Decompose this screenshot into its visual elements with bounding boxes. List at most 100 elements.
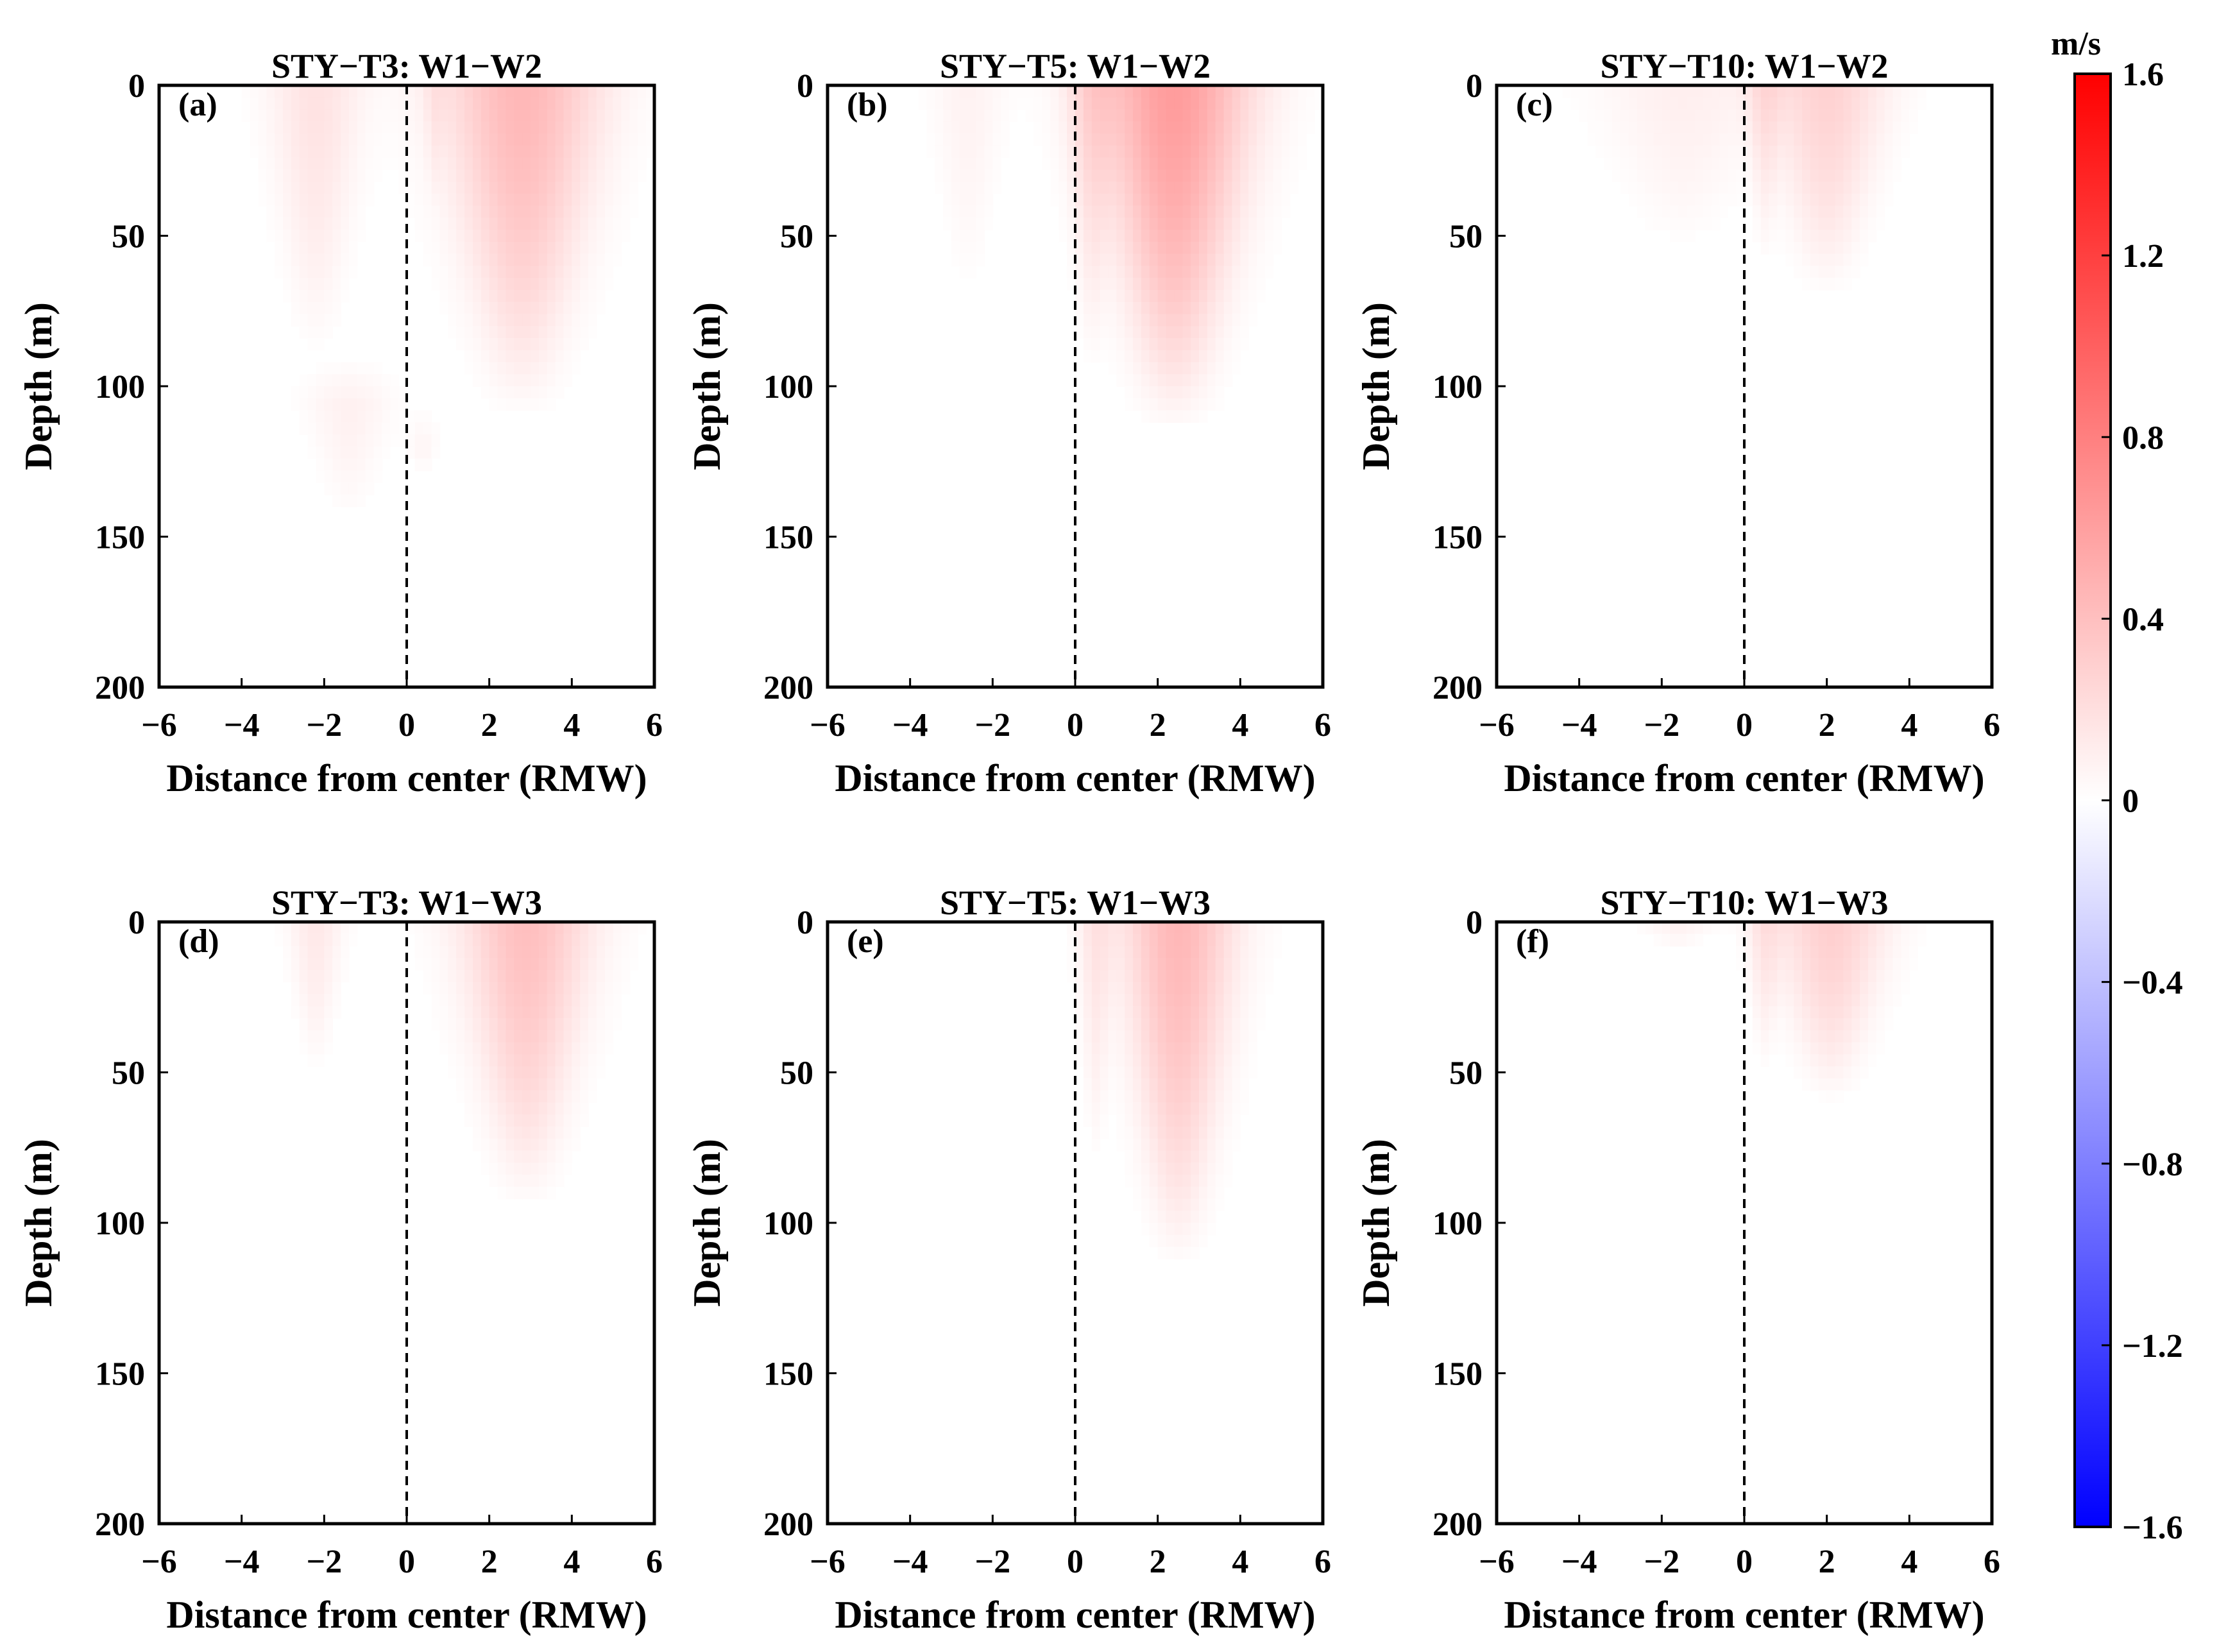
heat-cell [299, 922, 309, 935]
x-axis-label: Distance from center (RMW) [166, 757, 647, 799]
heat-cell [943, 182, 952, 194]
heat-cell [596, 1018, 606, 1031]
heat-cell [1785, 230, 1794, 243]
heat-cell [1223, 958, 1233, 971]
heat-cell [967, 145, 977, 158]
heat-cell [621, 145, 631, 158]
heat-cell [373, 362, 383, 375]
heat-cell [283, 266, 292, 278]
heat-cell [604, 982, 614, 995]
heat-cell [291, 193, 300, 207]
heat-cell [1760, 1018, 1770, 1031]
heat-cell [596, 193, 606, 207]
heat-cell [1207, 217, 1216, 230]
heat-cell [1248, 205, 1257, 219]
heat-cell [1133, 193, 1142, 207]
heat-cell [1108, 350, 1118, 363]
heat-cell [1182, 374, 1191, 387]
heat-cell [407, 434, 416, 447]
heat-cell [1166, 1247, 1175, 1260]
heat-cell [456, 109, 465, 123]
heat-cell [1199, 1066, 1208, 1079]
heat-cell [456, 933, 465, 947]
heat-cell [506, 97, 515, 110]
heat-cell [1892, 157, 1902, 171]
heat-cell [1149, 241, 1159, 255]
heat-cell [1835, 85, 1844, 98]
heat-cell [1133, 109, 1142, 123]
heat-cell [547, 362, 556, 375]
heat-cell [489, 133, 498, 146]
heat-cell [1694, 121, 1704, 134]
heat-cell [1215, 386, 1225, 399]
heat-cell [497, 193, 507, 207]
heat-cell [555, 970, 565, 983]
y-tick-label: 200 [763, 1506, 813, 1543]
y-tick-label: 50 [1449, 219, 1483, 255]
heat-cell [1199, 1234, 1208, 1248]
heat-cell [1785, 109, 1794, 123]
y-tick-label: 200 [95, 670, 145, 706]
y-axis-label: Depth (m) [686, 302, 728, 470]
heat-cell [506, 970, 515, 983]
heat-cell [332, 133, 341, 146]
heat-cell [1207, 337, 1216, 351]
heat-cell [1794, 1066, 1803, 1079]
heat-cell [1174, 398, 1184, 411]
heat-cell [531, 85, 540, 98]
heat-cell [266, 182, 275, 194]
heat-cell [1777, 193, 1787, 207]
heat-cell [1182, 1162, 1191, 1175]
panel-label: (f) [1516, 923, 1549, 960]
heat-cell [1810, 157, 1819, 171]
heat-cell [1785, 133, 1794, 146]
heat-cell [951, 182, 960, 194]
heat-cell [621, 217, 631, 230]
heat-cell [423, 193, 432, 207]
heat-cell [1711, 121, 1721, 134]
heat-cell [596, 289, 606, 303]
heat-cell [414, 97, 424, 110]
heat-cell [1215, 1102, 1225, 1115]
heat-cell [348, 434, 358, 447]
heat-cell [1736, 85, 1745, 98]
heat-cell [572, 1030, 581, 1043]
heat-cell [547, 398, 556, 411]
heat-cell [531, 1174, 540, 1188]
heat-cell [1777, 85, 1787, 98]
heat-cell [464, 289, 473, 303]
heat-cell [332, 85, 341, 98]
heat-cell [596, 205, 606, 219]
heat-cell [613, 946, 622, 959]
heat-cell [291, 230, 300, 243]
heat-cell [555, 1138, 565, 1152]
heat-cell [1769, 1030, 1778, 1043]
heat-cell [1174, 374, 1184, 387]
heat-cell [1223, 994, 1233, 1007]
heat-cell [299, 958, 309, 971]
heat-cell [1149, 169, 1159, 182]
heat-cell [1083, 182, 1092, 194]
heat-cell [1802, 982, 1811, 995]
heat-cell [439, 922, 449, 935]
heat-cell [506, 1126, 515, 1139]
heat-cell [1281, 97, 1291, 110]
heat-cell [497, 1126, 507, 1139]
heat-cell [1835, 1042, 1844, 1055]
heat-cell [1182, 386, 1191, 399]
heat-cell [1810, 97, 1819, 110]
heat-cell [1851, 169, 1860, 182]
heat-cell [299, 157, 309, 171]
heat-cell [407, 109, 416, 123]
heat-cell [596, 266, 606, 278]
heat-cell [1645, 97, 1654, 110]
heat-cell [1199, 994, 1208, 1007]
heat-cell [1810, 217, 1819, 230]
heat-cell [1257, 193, 1266, 207]
heat-cell [514, 1102, 523, 1115]
heat-cell [1141, 241, 1150, 255]
heat-cell [555, 193, 565, 207]
heat-cell [1719, 85, 1729, 98]
heat-cell [456, 241, 465, 255]
heat-cell [1281, 133, 1291, 146]
